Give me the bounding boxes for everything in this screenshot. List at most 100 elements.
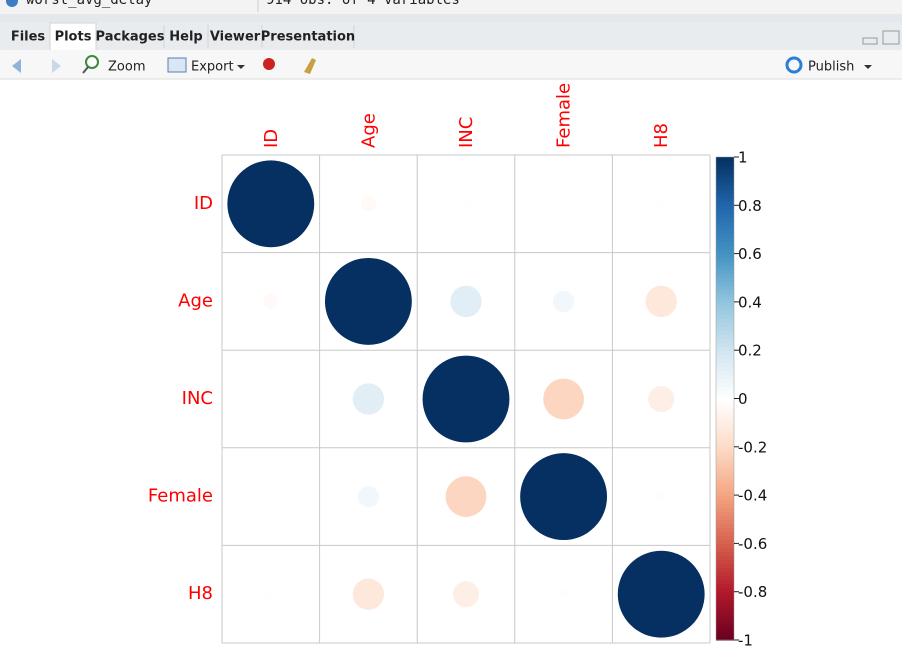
colorbar-strip [716, 273, 734, 279]
row-label: H8 [188, 583, 213, 604]
colorbar-strip [716, 382, 734, 388]
export-caret [237, 65, 245, 69]
publish-icon[interactable] [785, 56, 803, 74]
colorbar-strip [716, 390, 734, 396]
colorbar-strip [716, 157, 734, 162]
colorbar-strip [716, 249, 734, 255]
corr-circle [324, 257, 412, 345]
zoom[interactable]: Zoom [108, 60, 145, 75]
colorbar-strip [716, 193, 734, 198]
colorbar-strip [716, 205, 734, 210]
colorbar-strip [716, 277, 734, 283]
row-label: Female [148, 486, 213, 507]
minimize[interactable] [862, 37, 878, 45]
remove-plot[interactable] [263, 58, 275, 70]
colorbar-strip [716, 346, 734, 351]
colorbar-strip [716, 414, 734, 420]
colorbar-strip [716, 177, 734, 182]
object-icon [6, 0, 18, 7]
colorbar-strip [716, 571, 734, 577]
colorbar-strip [716, 257, 734, 263]
colorbar-strip [716, 394, 734, 400]
colorbar-strip [716, 265, 734, 271]
colorbar-strip [716, 225, 734, 231]
colorbar-strip [716, 559, 734, 565]
colorbar-strip [716, 430, 734, 436]
colorbar-strip [716, 269, 734, 275]
tab[interactable]: Packages [96, 30, 165, 45]
colorbar-strip [716, 245, 734, 251]
colorbar-label: -0.2 [738, 438, 767, 456]
colorbar-label: 0 [738, 390, 748, 408]
clear-all[interactable] [304, 58, 316, 74]
colorbar-strip [716, 237, 734, 243]
col-label: INC [456, 117, 477, 148]
colorbar-strip [716, 495, 734, 500]
corr-circle [422, 355, 510, 443]
colorbar-strip [716, 386, 734, 392]
colorbar-strip [716, 466, 734, 472]
colorbar-strip [716, 511, 734, 516]
colorbar-strip [716, 515, 734, 520]
colorbar-strip [716, 615, 734, 621]
object-summary: 914 obs. of 4 variables [266, 0, 460, 8]
colorbar-strip [716, 491, 734, 496]
colorbar-strip [716, 450, 734, 456]
publish[interactable]: Publish [808, 60, 854, 75]
colorbar-strip [716, 535, 734, 540]
colorbar-label: 0.6 [738, 245, 762, 263]
colorbar-strip [716, 462, 734, 468]
colorbar-label: -0.8 [738, 583, 767, 601]
colorbar-strip [716, 362, 734, 367]
colorbar-strip [716, 334, 734, 339]
colorbar-strip [716, 503, 734, 508]
toolbar [0, 50, 902, 79]
colorbar-strip [716, 539, 734, 544]
colorbar-strip [716, 221, 734, 227]
corr-circle [360, 196, 376, 212]
colorbar-label: -0.4 [738, 487, 767, 505]
colorbar-strip [716, 438, 734, 444]
maximize[interactable] [882, 30, 900, 45]
colorbar-strip [716, 374, 734, 379]
colorbar-strip [716, 402, 734, 408]
publish-caret [864, 65, 872, 69]
colorbar-strip [716, 161, 734, 166]
colorbar-strip [716, 434, 734, 440]
forward[interactable] [52, 59, 61, 73]
colorbar-strip [716, 442, 734, 448]
colorbar-strip [716, 519, 734, 524]
col-label: Age [358, 113, 379, 148]
corr-circle [617, 550, 705, 638]
corr-circle [559, 589, 568, 599]
export-icon[interactable] [167, 57, 187, 73]
colorbar-strip [716, 350, 734, 355]
colorbar-strip [716, 627, 734, 633]
corr-circle [645, 285, 677, 318]
colorbar-strip [716, 229, 734, 235]
tab[interactable]: Files [11, 30, 46, 45]
tab[interactable]: Viewer [210, 30, 261, 45]
colorbar-strip [716, 253, 734, 259]
colorbar-strip [716, 293, 734, 299]
colorbar-strip [716, 422, 734, 428]
corr-circle [266, 394, 276, 404]
colorbar-strip [716, 591, 734, 597]
tab[interactable]: Plots [55, 30, 92, 45]
tab[interactable]: Help [169, 30, 202, 45]
tab[interactable]: Presentation [261, 30, 355, 45]
gap [0, 14, 902, 22]
corr-circle [266, 589, 276, 599]
colorbar-strip [716, 487, 734, 492]
export[interactable]: Export [191, 60, 234, 75]
colorbar-strip [716, 285, 734, 291]
colorbar-strip [716, 587, 734, 593]
colorbar-strip [716, 241, 734, 247]
zoom-icon[interactable] [85, 55, 99, 69]
colorbar-strip [716, 523, 734, 528]
colorbar-strip [716, 599, 734, 605]
back[interactable] [12, 59, 21, 73]
colorbar-strip [716, 607, 734, 613]
colorbar-strip [716, 483, 734, 488]
colorbar-strip [716, 370, 734, 375]
